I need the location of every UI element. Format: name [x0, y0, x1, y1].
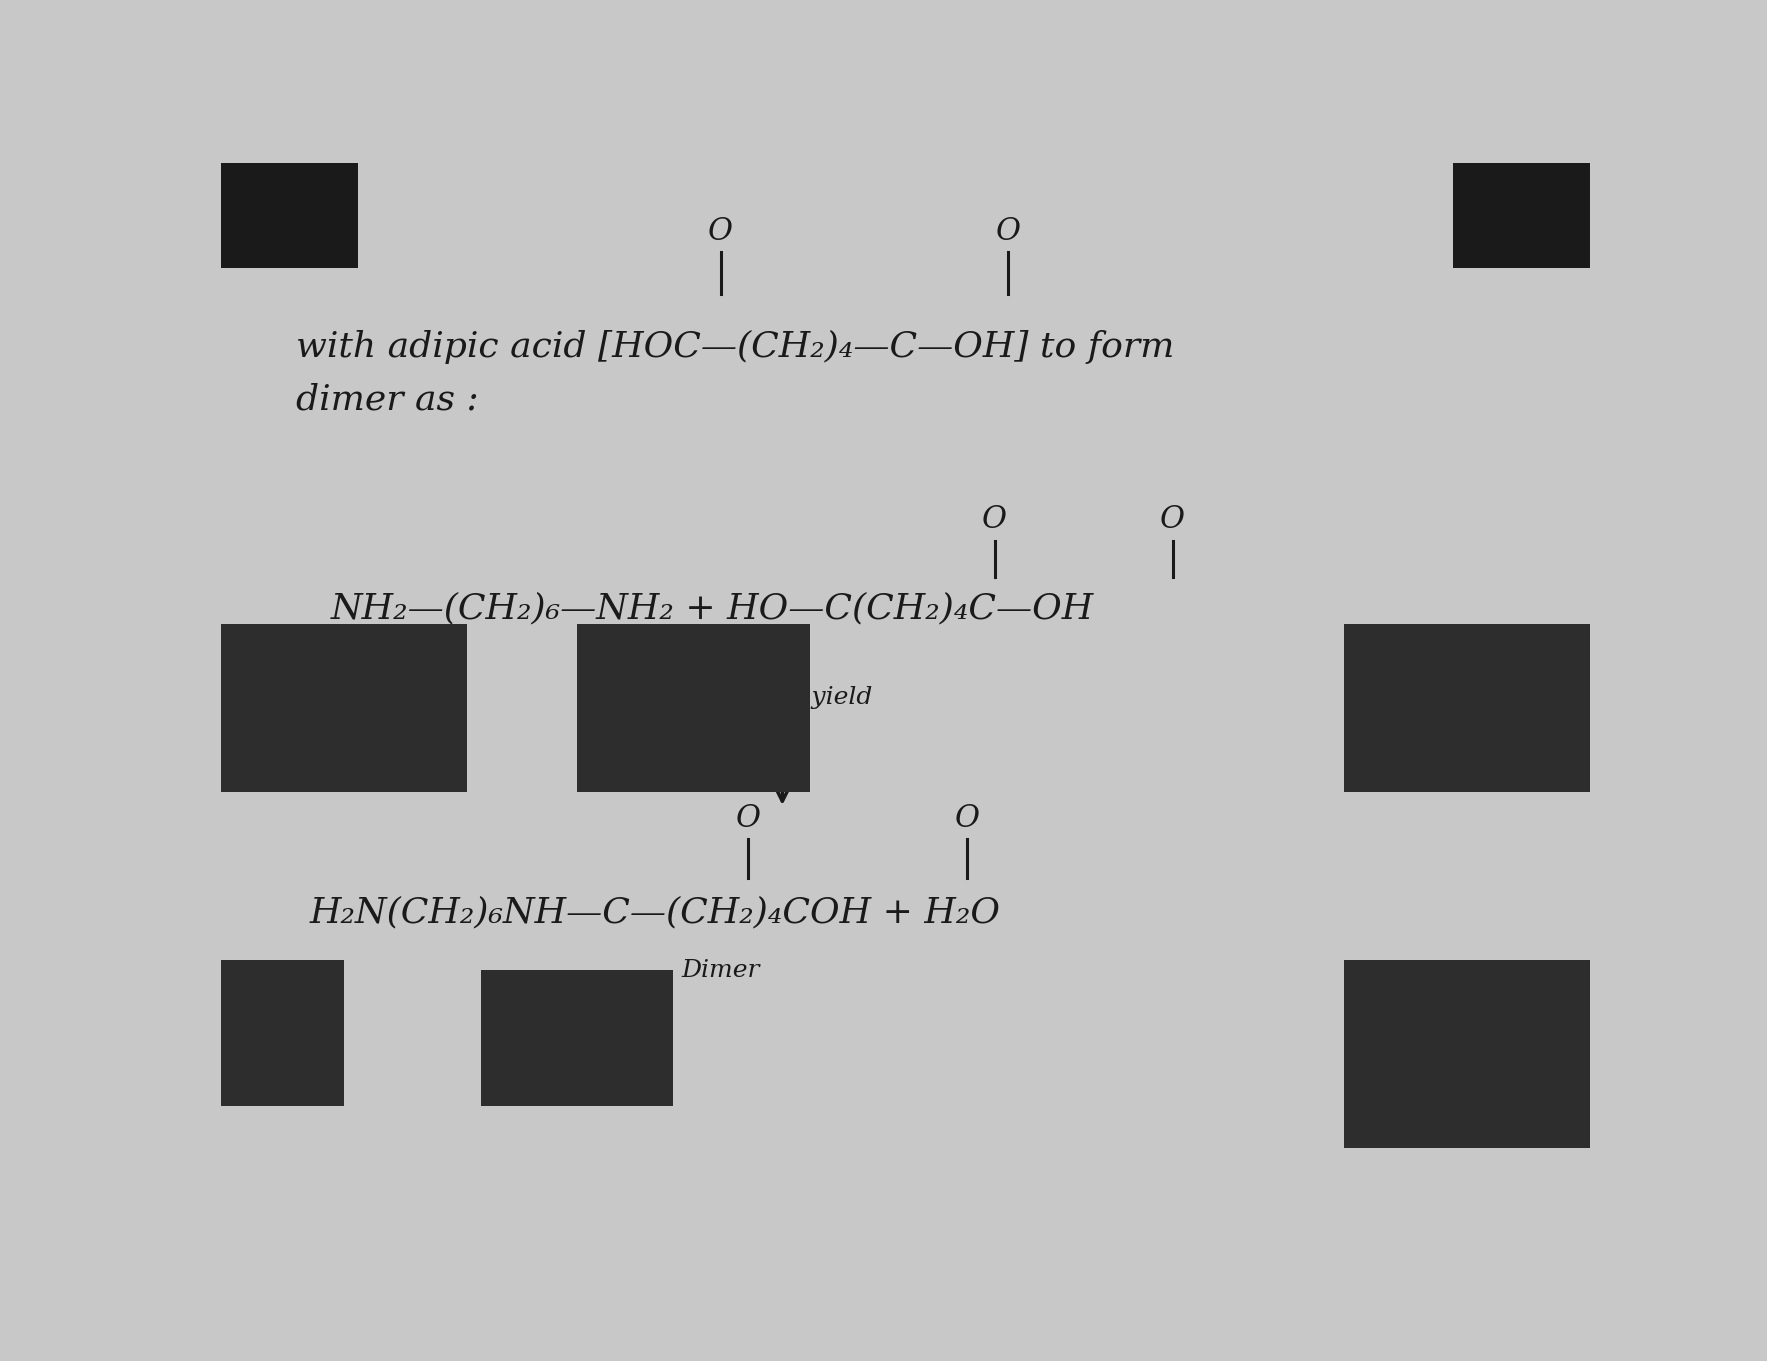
Text: O: O [954, 803, 979, 834]
Text: O: O [982, 505, 1007, 535]
Text: 50% yield: 50% yield [747, 686, 873, 709]
Bar [1343, 625, 1590, 792]
Text: O: O [997, 216, 1021, 248]
Bar [576, 625, 809, 792]
Text: dimer as :: dimer as : [297, 382, 479, 416]
Text: NH₂—(CH₂)₆—NH₂ + HO—C(CH₂)₄C—OH: NH₂—(CH₂)₆—NH₂ + HO—C(CH₂)₄C—OH [330, 592, 1094, 626]
Bar [1452, 163, 1590, 268]
Bar [221, 625, 466, 792]
Bar [221, 163, 357, 268]
Text: O: O [709, 216, 733, 248]
Text: O: O [1161, 505, 1186, 535]
Bar [221, 960, 345, 1106]
Text: O: O [735, 803, 760, 834]
Text: with adipic acid [HOC—(CH₂)₄—C—OH] to form: with adipic acid [HOC—(CH₂)₄—C—OH] to fo… [297, 329, 1175, 363]
Bar [481, 970, 673, 1106]
Text: Dimer: Dimer [682, 958, 760, 981]
Text: H₂N(CH₂)₆NH—C—(CH₂)₄COH + H₂O: H₂N(CH₂)₆NH—C—(CH₂)₄COH + H₂O [309, 896, 1000, 930]
Bar [1343, 960, 1590, 1149]
